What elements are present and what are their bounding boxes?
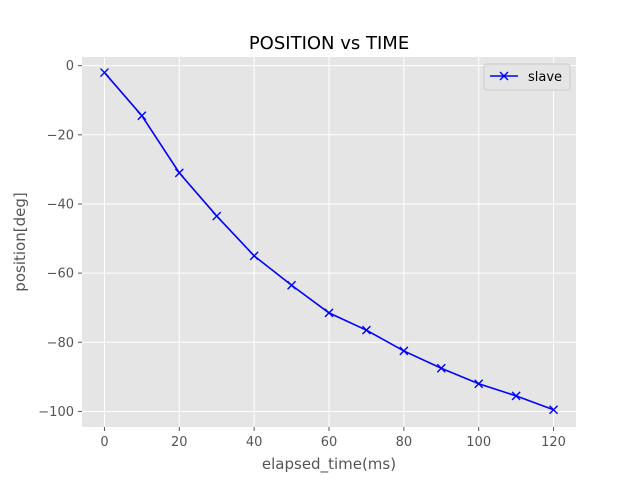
data-point [212,211,222,221]
legend-label-slave: slave [528,70,562,85]
y-tick-label: −100 [38,405,74,420]
y-tick-label: −80 [47,336,74,351]
x-tick-label: 120 [541,435,566,450]
y-axis-label: position[deg] [11,192,29,291]
legend-box [483,63,571,91]
x-tick-label: 60 [321,435,338,450]
x-tick-label: 0 [100,435,108,450]
legend: slave [483,63,571,91]
data-point [474,379,484,389]
y-tick-label: −60 [47,267,74,282]
data-point [287,280,297,290]
data-point [511,391,521,401]
y-tick-label: −20 [47,128,74,143]
data-point [99,68,109,78]
x-tick-label: 100 [466,435,491,450]
data-point [549,405,559,415]
y-tick-label: 0 [66,59,74,74]
data-point [399,346,409,356]
data-point [174,168,184,178]
chart-title: POSITION vs TIME [249,33,409,54]
axis-ticks: 0 20 40 60 80 100 120 0 −20 −40 −60 −80 −100 [38,59,566,450]
x-tick-label: 80 [396,435,413,450]
y-tick-label: −40 [47,197,74,212]
legend-marker-slave [499,71,509,81]
data-point [137,111,147,121]
x-tick-label: 20 [171,435,188,450]
x-axis-label: elapsed_time(ms) [262,455,396,474]
series-layer [99,68,559,415]
data-point [436,363,446,373]
legend-marker-x [499,71,509,81]
x-tick-label: 40 [246,435,263,450]
data-point [249,251,259,261]
data-point [324,308,334,318]
data-point [361,325,371,335]
